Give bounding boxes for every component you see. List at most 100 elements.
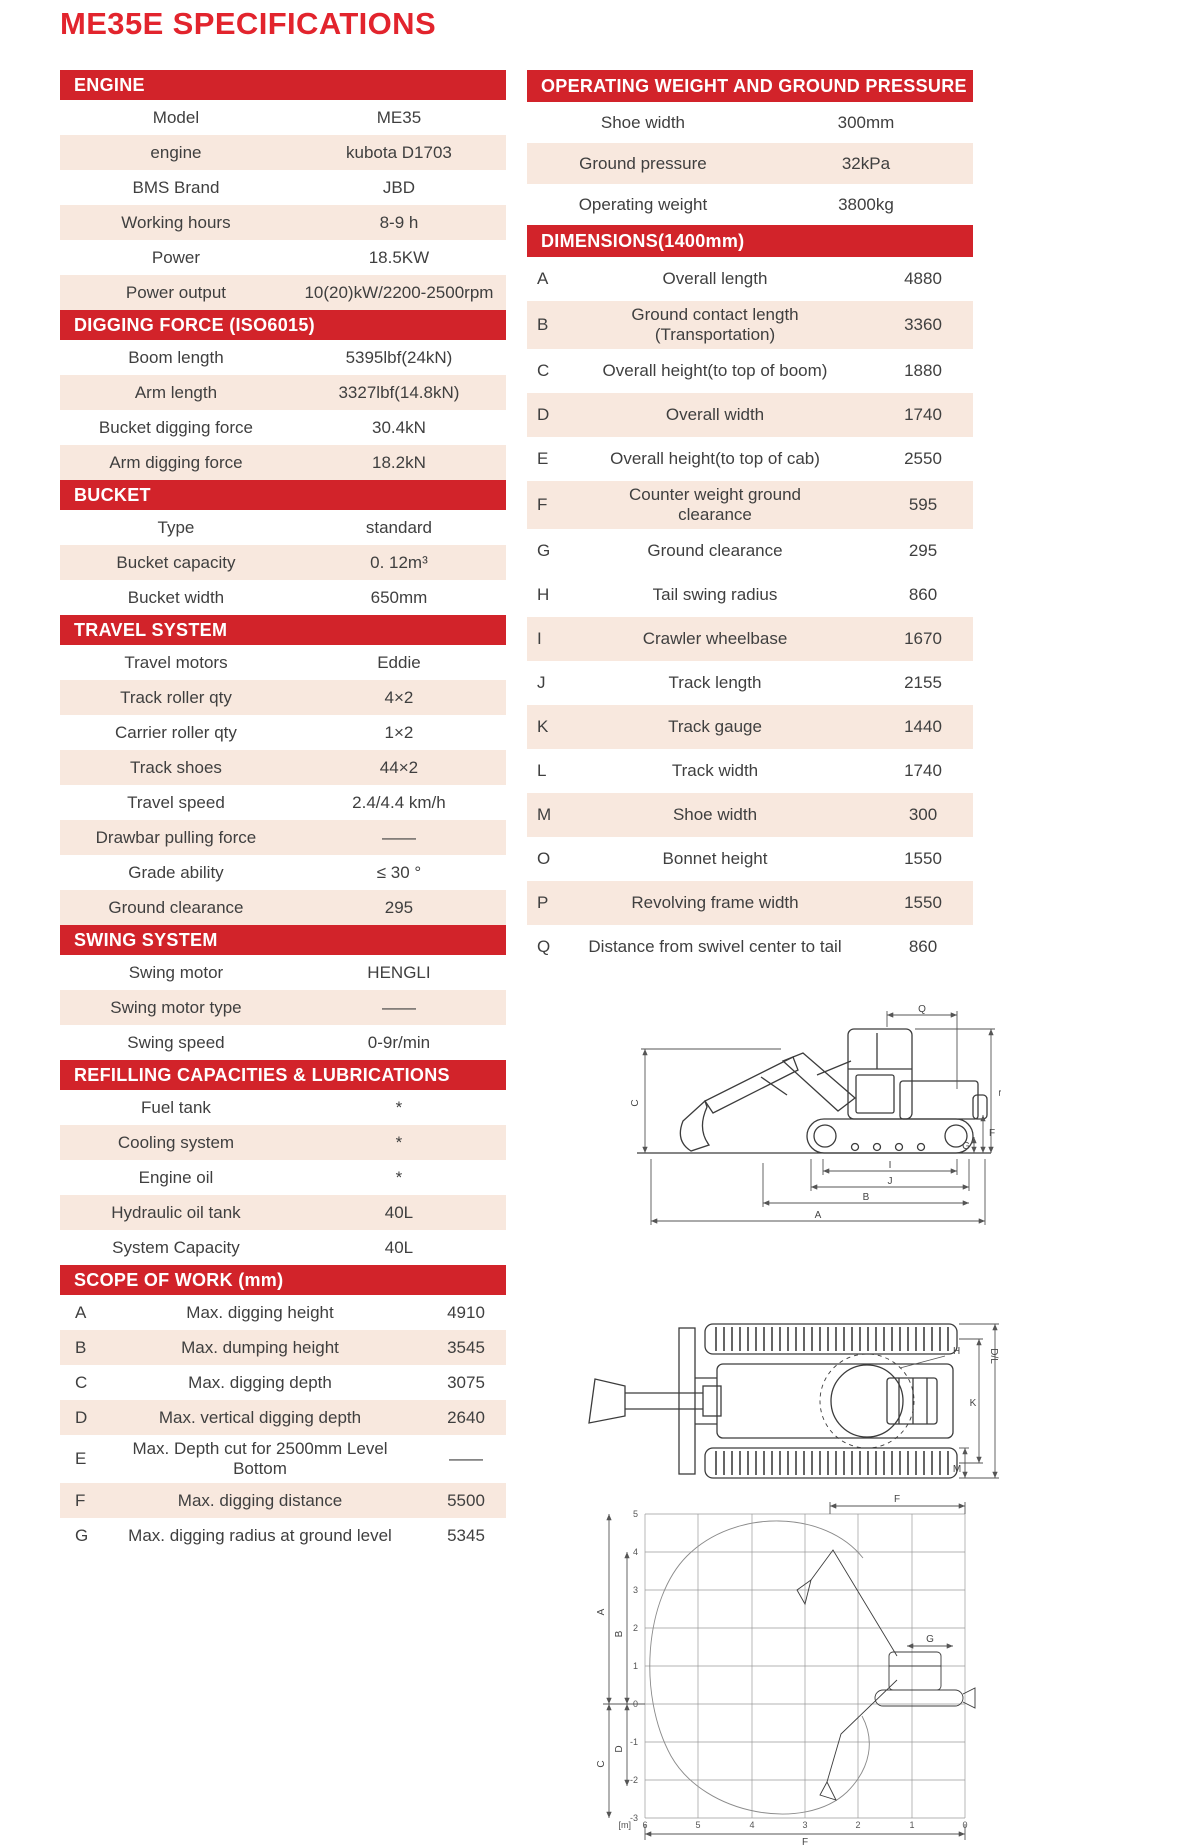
spec-key-letter: G [75,1525,89,1545]
spec-label: Max. dumping height [181,1337,339,1357]
spec-row: Swing motor type —— [60,990,506,1025]
spec-label: Max. digging distance [177,1490,343,1510]
x-tick: 0 [962,1820,967,1830]
spec-label: Track roller qty [120,687,232,707]
spec-row: C Max. digging depth 3075 [60,1365,506,1400]
spec-label: Travel speed [127,792,225,812]
top-dim-dl-label: D/L [988,1348,999,1364]
spec-row: A Max. digging height 4910 [60,1295,506,1330]
spec-value: 32kPa [841,153,891,173]
spec-value: 5500 [447,1490,485,1510]
spec-label: Cooling system [117,1132,235,1152]
spec-key-letter: D [537,405,550,424]
spec-row: Shoe width 300mm [527,102,973,143]
section-digging-force-header: DIGGING FORCE (ISO6015) [60,310,506,340]
spec-value: 30.4kN [372,417,426,437]
spec-value: 0. 12m³ [370,552,428,572]
spec-label: Max. digging height [186,1302,334,1322]
spec-key-letter: A [75,1302,87,1322]
spec-label: Model [152,107,200,127]
spec-label: Track gauge [668,717,762,736]
spec-row: Grade ability ≤ 30 ° [60,855,506,890]
spec-row: Boom length 5395lbf(24kN) [60,340,506,375]
spec-label: Max. Depth cut for 2500mm Level Bottom [132,1439,388,1478]
axis-unit-label: [m] [619,1820,632,1830]
spec-label: Engine oil [138,1167,214,1187]
side-dim-b-label: B [863,1192,870,1203]
section-operating-weight-rows: Shoe width 300mm Ground pressure 32kPa O… [527,102,973,225]
spec-row: Type standard [60,510,506,545]
spec-label: Power output [125,282,227,302]
section-engine: ENGINE Model ME35 engine kubota D1703 BM… [60,70,506,310]
spec-value: 2640 [447,1407,485,1427]
spec-row: G Ground clearance 295 [527,529,973,573]
side-dim-q-label: Q [918,1004,926,1015]
spec-value: * [395,1132,403,1152]
range-dim-g-label: G [926,1634,934,1645]
spec-value: 1740 [904,761,942,780]
spec-row: Working hours 8-9 h [60,205,506,240]
spec-value: 5395lbf(24kN) [345,347,453,367]
spec-value: 1880 [904,361,942,380]
excavator-range-art [796,1549,976,1801]
side-dim-c-label: C [630,1099,641,1106]
spec-value: JBD [382,177,416,197]
y-tick: 2 [633,1623,638,1633]
x-tick: 6 [642,1820,647,1830]
spec-value: HENGLI [367,962,431,982]
spec-value: ≤ 30 ° [376,862,422,882]
spec-label: Counter weight ground clearance [628,485,801,524]
spec-row: O Bonnet height 1550 [527,837,973,881]
left-column: ENGINE Model ME35 engine kubota D1703 BM… [60,70,506,1553]
spec-value: 3360 [904,315,942,334]
spec-value: 3800kg [838,194,894,214]
section-engine-header: ENGINE [60,70,506,100]
spec-key-letter: E [75,1449,87,1468]
spec-key-letter: F [75,1490,86,1510]
y-tick: 4 [633,1547,638,1557]
range-dim-d-label: D [614,1745,625,1752]
spec-value: 650mm [370,587,428,607]
section-digging-force-rows: Boom length 5395lbf(24kN) Arm length 332… [60,340,506,480]
side-dim-j-label: J [888,1176,893,1187]
spec-value: 1740 [904,405,942,424]
spec-value: 1×2 [384,722,414,742]
side-dim-a-label: A [815,1210,822,1221]
spec-label: Distance from swivel center to tail [588,937,842,956]
section-dimensions-header: DIMENSIONS(1400mm) [527,225,973,257]
spec-row: System Capacity 40L [60,1230,506,1265]
spec-label: Swing speed [127,1032,225,1052]
spec-value: 4880 [904,269,942,288]
spec-row: D Max. vertical digging depth 2640 [60,1400,506,1435]
spec-value: standard [365,517,433,537]
spec-key-letter: J [537,673,546,692]
excavator-top-art [588,1323,958,1479]
spec-value: 860 [908,937,938,956]
top-view-diagram: H K M D/L [555,1316,1001,1488]
spec-row: Cooling system * [60,1125,506,1160]
spec-value: 40L [384,1237,414,1257]
spec-row: Arm length 3327lbf(14.8kN) [60,375,506,410]
spec-key-letter: B [75,1337,87,1357]
spec-row: M Shoe width 300 [527,793,973,837]
section-operating-weight: OPERATING WEIGHT AND GROUND PRESSURE Sho… [527,70,973,225]
spec-value: 3075 [447,1372,485,1392]
spec-value: * [395,1167,403,1187]
top-view-svg: H K M D/L [588,1323,999,1479]
spec-key-letter: C [75,1372,88,1392]
spec-row: E Overall height(to top of cab) 2550 [527,437,973,481]
spec-value: Eddie [377,652,421,672]
range-dim-a-label: A [596,1608,607,1615]
right-column: OPERATING WEIGHT AND GROUND PRESSURE Sho… [527,70,973,969]
working-envelope-curve [649,1520,870,1815]
x-tick: 3 [802,1820,807,1830]
spec-value: 300 [908,805,938,824]
spec-row: F Counter weight ground clearance 595 [527,481,973,529]
spec-value: 295 [908,541,938,560]
section-refilling-rows: Fuel tank * Cooling system * Engine oil … [60,1090,506,1265]
spec-label: Max. digging depth [188,1372,332,1392]
spec-value: —— [381,997,416,1017]
spec-label: Swing motor type [110,997,242,1017]
range-y-axis-ticks: 5 4 3 2 1 0 -1 -2 -3 [630,1509,638,1823]
side-view-svg: Q E C F G I J B A [630,1004,1001,1225]
